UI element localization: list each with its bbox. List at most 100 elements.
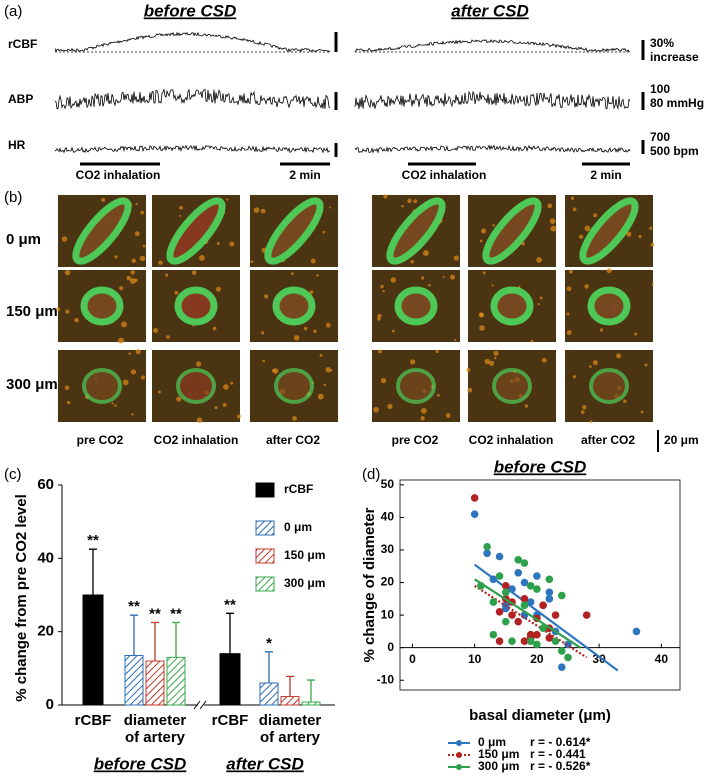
bar [145, 660, 165, 706]
bar [82, 594, 104, 706]
legend-marker [456, 764, 462, 770]
point [489, 630, 498, 639]
column-label: pre CO2 [77, 433, 124, 447]
scale-label: 30% [650, 36, 674, 50]
speck [410, 359, 416, 365]
speck [547, 203, 553, 209]
point [501, 617, 510, 626]
speck [111, 402, 114, 405]
point [483, 542, 491, 551]
vessel [482, 197, 542, 265]
speck [303, 326, 308, 331]
legend-label: 0 μm [284, 520, 312, 534]
significance: ** [128, 598, 140, 615]
speck [541, 357, 547, 363]
speck [421, 276, 425, 280]
speck [140, 375, 146, 380]
trace [54, 144, 331, 154]
point [489, 598, 498, 606]
speck [179, 205, 183, 210]
x-tick-label: 20 [530, 652, 544, 666]
vessel [579, 197, 639, 265]
speck [634, 332, 638, 336]
speck [373, 406, 379, 413]
y-tick-label: 10 [381, 607, 395, 621]
error-bar [130, 614, 138, 656]
point [533, 640, 541, 649]
speck [253, 207, 260, 213]
speck [391, 329, 395, 333]
speck [310, 258, 316, 264]
significance: ** [87, 532, 99, 549]
point [520, 637, 529, 645]
significance: ** [224, 596, 236, 613]
speck [215, 286, 221, 292]
legend-swatch [255, 482, 275, 498]
speck [378, 349, 382, 354]
speck [313, 329, 317, 333]
point [501, 582, 510, 590]
speck [579, 234, 584, 239]
legend-label: 150 μm [478, 747, 519, 761]
point [483, 549, 491, 558]
trace-label: HR [8, 138, 26, 152]
x-tick-label: rCBF [211, 712, 249, 729]
bar [280, 696, 300, 706]
bar [166, 656, 186, 706]
x-tick-label: diameter of artery [123, 712, 187, 746]
fit-line [474, 584, 588, 659]
speck [226, 198, 229, 201]
column-label: after CO2 [581, 433, 635, 447]
trace [354, 144, 631, 154]
point [514, 568, 523, 577]
trace [354, 39, 631, 53]
speck [626, 231, 632, 237]
trace-label: ABP [8, 92, 33, 106]
speck [65, 309, 70, 314]
panel-label: (b) [4, 189, 22, 206]
x-tick-label: 40 [655, 652, 669, 666]
point [539, 624, 547, 632]
panel-label: (a) [4, 3, 22, 20]
time-label: 2 min [289, 168, 320, 182]
speck [454, 338, 457, 341]
point [501, 604, 510, 613]
speck [74, 317, 79, 323]
vessel [396, 368, 436, 404]
vessel [80, 286, 124, 326]
speck [319, 353, 323, 357]
fit-line [474, 578, 582, 649]
speck [157, 390, 161, 394]
speck [142, 244, 146, 248]
speck [580, 410, 585, 414]
speck [494, 356, 497, 360]
point [526, 637, 535, 645]
legend-label: 0 μm [478, 735, 506, 749]
speck [593, 213, 598, 218]
column-label: CO2 inhalation [469, 433, 554, 447]
point [545, 575, 554, 584]
legend-stat: r = - 0.441 [530, 747, 586, 761]
speck [566, 286, 572, 292]
bar [124, 655, 144, 706]
speck [606, 268, 612, 274]
y-axis-label: % change from pre CO2 level [13, 494, 30, 702]
y-tick-label: -10 [377, 672, 395, 686]
speck [572, 207, 577, 212]
vessel [490, 286, 534, 326]
point [539, 601, 547, 610]
x-tick-label: 10 [468, 652, 482, 666]
speck [589, 420, 593, 424]
x-tick-label: 0 [409, 652, 416, 666]
speck [467, 387, 473, 393]
point [551, 637, 560, 645]
speck [524, 404, 529, 408]
speck [130, 270, 135, 275]
error-bar [226, 612, 234, 654]
speck [214, 406, 218, 410]
scale-label: increase [650, 50, 699, 64]
trace [54, 31, 331, 53]
speck [271, 368, 276, 373]
speck [166, 335, 170, 339]
panel-title: after CSD [451, 1, 528, 20]
